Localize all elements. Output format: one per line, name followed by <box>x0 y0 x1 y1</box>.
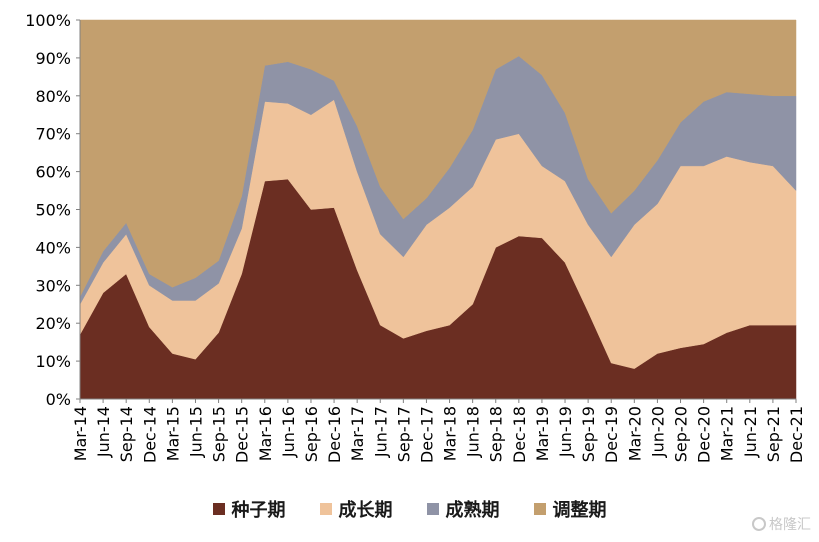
x-tick-label: Jun-21 <box>741 406 760 458</box>
y-tick-label: 40% <box>35 238 71 257</box>
x-tick-label: Dec-14 <box>140 406 159 463</box>
x-tick-label: Sep-16 <box>302 406 321 462</box>
x-tick-label: Mar-20 <box>625 406 644 461</box>
x-tick-label: Mar-19 <box>533 406 552 461</box>
y-tick-label: 30% <box>35 276 71 295</box>
x-tick-label: Sep-20 <box>672 406 691 462</box>
area-layers <box>79 19 797 400</box>
legend-swatch <box>319 503 332 515</box>
y-tick-label: 70% <box>35 125 71 144</box>
y-tick-label: 0% <box>46 390 71 409</box>
x-tick-label: Jun-14 <box>94 406 113 458</box>
x-tick-label: Mar-17 <box>348 406 367 461</box>
watermark: 格隆汇 <box>752 514 811 534</box>
x-tick-label: Dec-21 <box>787 406 806 463</box>
x-tick-label: Mar-18 <box>441 406 460 461</box>
stacked-area-chart: 0% 10% 20% 30% 40% 50% 60% 70% 80% 90% 100% Mar-14… <box>25 11 806 463</box>
x-tick-label: Sep-17 <box>394 406 413 462</box>
x-tick-label: Dec-15 <box>233 406 252 463</box>
legend-swatch <box>533 503 546 515</box>
x-tick-label: Dec-18 <box>510 406 529 463</box>
y-tick-label: 20% <box>35 314 71 333</box>
y-tick-label: 60% <box>35 163 71 182</box>
legend-swatch <box>426 503 439 515</box>
x-tick-label: Mar-16 <box>256 406 275 461</box>
x-tick-label: Sep-21 <box>764 406 783 462</box>
legend-label: 成熟期 <box>445 500 500 521</box>
x-tick-label: Sep-15 <box>210 406 229 462</box>
legend-swatch <box>212 503 225 515</box>
x-tick-label: Sep-19 <box>579 406 598 462</box>
x-axis-ticks: Mar-14 Jun-14 Sep-14 Dec-14 Mar-15 Jun-15 Sep-… <box>71 399 806 463</box>
x-tick-label: Jun-20 <box>648 406 667 458</box>
y-tick-label: 80% <box>35 87 71 106</box>
legend-item-3: 成熟期 <box>426 496 500 522</box>
x-tick-label: Sep-18 <box>487 406 506 462</box>
legend-item-4: 调整期 <box>533 496 607 522</box>
legend: 种子期 成长期 成熟期 调整期 <box>0 494 819 524</box>
legend-label: 成长期 <box>338 500 393 521</box>
legend-item-1: 种子期 <box>212 496 286 522</box>
x-tick-label: Mar-15 <box>163 406 182 461</box>
y-tick-label: 50% <box>35 201 71 220</box>
y-tick-label: 10% <box>35 352 71 371</box>
x-tick-label: Jun-17 <box>371 406 390 458</box>
x-tick-label: Jun-16 <box>279 406 298 458</box>
x-tick-label: Sep-14 <box>117 406 136 462</box>
x-tick-label: Dec-17 <box>417 406 436 463</box>
x-tick-label: Dec-16 <box>325 406 344 463</box>
area-4 <box>79 19 797 297</box>
y-tick-label: 100% <box>25 11 71 30</box>
legend-label: 调整期 <box>552 500 607 521</box>
legend-item-2: 成长期 <box>319 496 393 522</box>
x-tick-label: Jun-15 <box>186 406 205 458</box>
y-axis-ticks: 0% 10% 20% 30% 40% 50% 60% 70% 80% 90% 100% <box>25 11 80 409</box>
y-tick-label: 90% <box>35 49 71 68</box>
x-tick-label: Dec-20 <box>695 406 714 463</box>
x-tick-label: Dec-19 <box>602 406 621 463</box>
watermark-text: 格隆汇 <box>769 517 811 533</box>
watermark-logo-icon <box>752 517 766 531</box>
x-tick-label: Mar-14 <box>71 406 90 461</box>
x-tick-label: Mar-21 <box>718 406 737 461</box>
x-tick-label: Jun-18 <box>464 406 483 458</box>
legend-label: 种子期 <box>231 500 286 521</box>
x-tick-label: Jun-19 <box>556 406 575 458</box>
